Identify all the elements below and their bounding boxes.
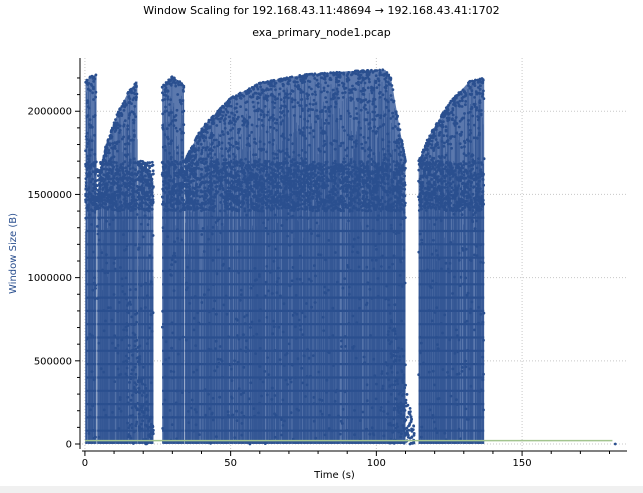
axes: 0 50 100 150 0 500000 1000000 1500000 2000000: [27, 58, 627, 469]
x-tick-label: 150: [513, 458, 532, 469]
chart-title: Window Scaling for 192.168.43.11:48694 →…: [143, 4, 500, 17]
x-tick-label: 50: [224, 458, 237, 469]
y-tick-label: 0: [66, 440, 72, 451]
x-axis-title: Time (s): [313, 470, 355, 481]
y-tick-label: 2000000: [27, 107, 72, 118]
chart-subtitle: exa_primary_node1.pcap: [252, 26, 391, 39]
x-tick-label: 100: [367, 458, 386, 469]
x-tick-label: 0: [82, 458, 88, 469]
window-size-levels: [418, 216, 485, 443]
status-strip: [0, 486, 643, 493]
y-axis-title: Window Size (B): [8, 213, 19, 294]
y-tick-label: 1500000: [27, 190, 72, 201]
y-tick-label: 500000: [34, 356, 72, 367]
y-tick-label: 1000000: [27, 273, 72, 284]
window-size-series[interactable]: [84, 68, 617, 446]
window-size-stems: [418, 81, 484, 445]
window-size-stems: [85, 81, 97, 445]
window-size-points: [84, 68, 617, 446]
